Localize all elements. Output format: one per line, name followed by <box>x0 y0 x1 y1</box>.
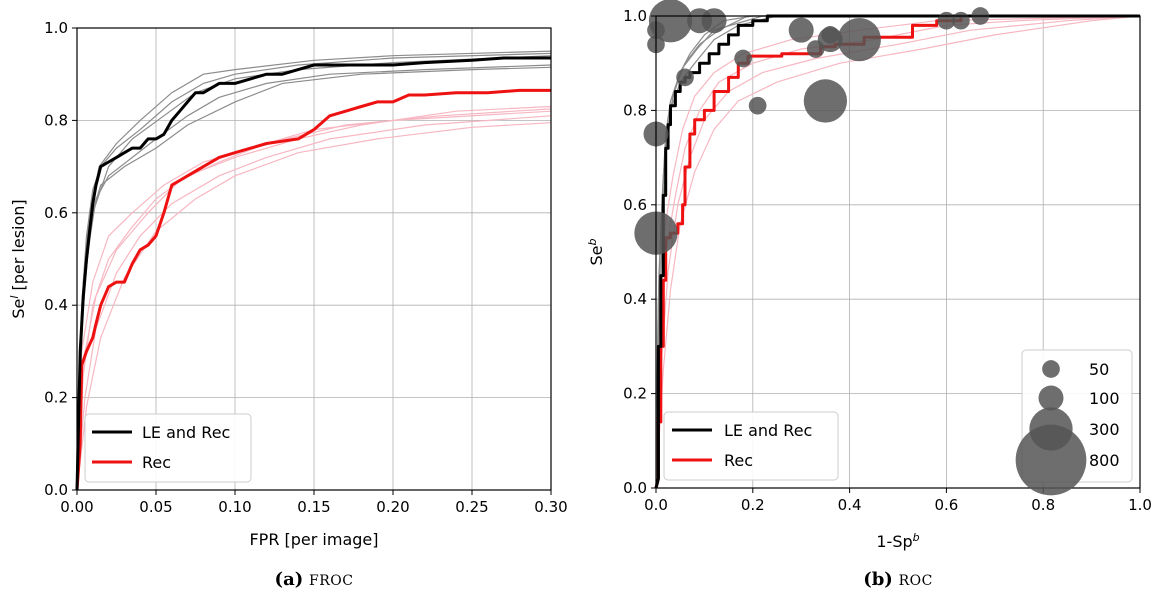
reader-bubble <box>648 0 693 43</box>
roc-bubble-legend: 50 100 300 800 <box>1015 349 1133 496</box>
roc-y-ticks: 0.0 0.2 0.4 0.6 0.8 1.0 <box>623 7 656 497</box>
roc-legend-label-le-rec: LE and Rec <box>724 421 812 440</box>
caption-a: (a) FROC <box>275 569 354 590</box>
x-tick-label: 0.25 <box>455 498 488 516</box>
x-tick-label: 0.15 <box>297 498 330 516</box>
roc-line-legend: LE and Rec Rec <box>663 411 839 481</box>
roc-x-axis-label: 1-Spb <box>876 531 919 552</box>
reader-bubble <box>821 26 840 44</box>
bubble-legend-label: 300 <box>1089 420 1120 439</box>
rec-reader-trace <box>655 15 1141 489</box>
x-tick-label: 0.8 <box>1031 496 1055 514</box>
froc-legend-label-le-rec: LE and Rec <box>142 423 230 442</box>
x-tick-label: 0.2 <box>741 496 765 514</box>
y-tick-label: 0.0 <box>44 481 68 499</box>
bubble-legend-label: 100 <box>1089 389 1120 408</box>
bubble-legend-marker <box>1038 385 1064 411</box>
x-tick-label: 0.00 <box>60 498 93 516</box>
y-tick-label: 0.2 <box>623 385 647 403</box>
froc-x-ticks: 0.00 0.05 0.10 0.15 0.20 0.25 0.30 <box>60 490 568 516</box>
y-tick-label: 1.0 <box>623 7 647 25</box>
y-tick-label: 0.4 <box>44 296 68 314</box>
x-tick-label: 0.05 <box>139 498 172 516</box>
y-tick-label: 0.4 <box>623 290 647 308</box>
froc-x-axis-label: FPR [per image] <box>249 530 378 549</box>
y-tick-label: 0.2 <box>44 389 68 407</box>
rec-series-line <box>75 88 551 491</box>
y-tick-label: 0.8 <box>44 111 68 129</box>
bubble-legend-label: 800 <box>1089 451 1120 470</box>
y-tick-label: 0.6 <box>44 204 68 222</box>
x-tick-label: 0.4 <box>838 496 862 514</box>
x-tick-label: 0.30 <box>534 498 567 516</box>
reader-bubble <box>748 96 767 115</box>
le-rec-reader-trace <box>76 50 552 491</box>
y-tick-label: 0.8 <box>623 101 647 119</box>
reader-bubble <box>734 49 752 68</box>
roc-legend-label-rec: Rec <box>724 451 753 470</box>
roc-axes-frame <box>655 15 1141 489</box>
froc-y-ticks: 0.0 0.2 0.4 0.6 0.8 1.0 <box>44 19 77 499</box>
bubble-legend-marker <box>1015 424 1087 496</box>
x-tick-label: 0.10 <box>218 498 251 516</box>
reader-bubble <box>952 11 970 30</box>
y-tick-label: 0.0 <box>623 479 647 497</box>
roc-panel: 0.0 0.2 0.4 0.6 0.8 1.0 0.0 0.2 0.4 0.6 0.8 1.0 1-… <box>586 0 1152 590</box>
x-tick-label: 0.0 <box>644 496 668 514</box>
y-tick-label: 0.6 <box>623 196 647 214</box>
bubble-legend-marker <box>1042 360 1060 378</box>
x-tick-label: 0.6 <box>934 496 958 514</box>
reader-bubble <box>788 17 814 43</box>
froc-main-series <box>75 56 551 491</box>
rec-reader-trace <box>76 122 552 491</box>
le-rec-reader-trace <box>76 52 552 491</box>
reader-bubble <box>701 8 727 34</box>
froc-legend-label-rec: Rec <box>142 453 171 472</box>
x-tick-label: 1.0 <box>1128 496 1152 514</box>
x-tick-label: 0.20 <box>376 498 409 516</box>
froc-y-axis-label: Sel [per lesion] <box>8 199 29 318</box>
bubble-legend-label: 50 <box>1089 360 1109 379</box>
reader-bubble <box>837 17 881 62</box>
froc-panel: 0.00 0.05 0.10 0.15 0.20 0.25 0.30 0.00.20.40.… <box>8 19 568 590</box>
reader-bubble <box>803 79 848 123</box>
roc-x-ticks: 0.0 0.2 0.4 0.6 0.8 1.0 <box>644 488 1152 514</box>
roc-reader-bubbles <box>634 0 990 255</box>
froc-legend: LE and Rec Rec <box>84 413 252 483</box>
le-and-rec-series-line <box>75 56 551 491</box>
caption-b: (b) ROC <box>863 569 933 590</box>
reader-bubble <box>676 68 694 87</box>
rec-reader-trace <box>76 115 552 491</box>
y-tick-label: 1.0 <box>44 19 68 37</box>
roc-y-axis-label: Seb <box>586 238 607 265</box>
